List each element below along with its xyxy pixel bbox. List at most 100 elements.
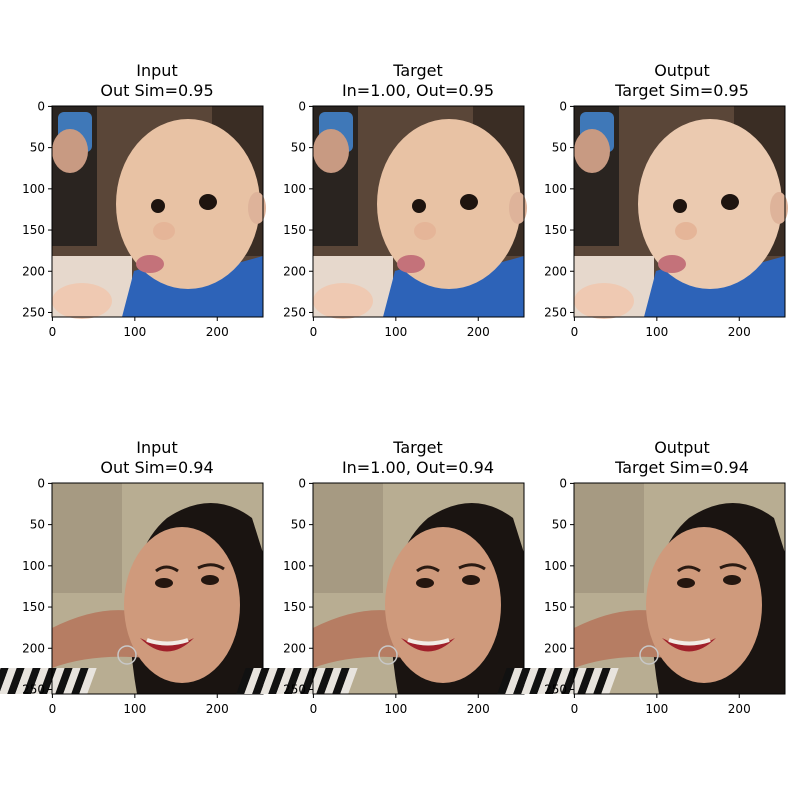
y-tick-label: 200 (283, 641, 306, 655)
nose (675, 222, 697, 240)
x-tick-label: 200 (206, 702, 229, 716)
y-tick-label: 150 (283, 600, 306, 614)
y-tick-label: 50 (552, 141, 567, 155)
panel-title: Output Target Sim=0.95 (615, 61, 749, 100)
eyebrow-left (155, 565, 179, 573)
baby-photo (52, 106, 266, 319)
y-tick-label: 0 (37, 476, 45, 490)
hand (52, 129, 88, 173)
arm (574, 610, 669, 668)
x-tick-label: 200 (467, 325, 490, 339)
eye-right (199, 194, 217, 210)
axes-frame (573, 105, 786, 318)
woman-face (646, 527, 762, 683)
y-tick-label: 250 (283, 682, 306, 696)
baby-photo (574, 106, 788, 319)
y-tick-label: 250 (22, 682, 45, 696)
image-panel: 0 50 100 150 200 250 0 100 200 (0, 476, 264, 716)
woman-target-image: 0 50 100 150 200 250 0 100 200 (236, 476, 525, 716)
x-tick-label: 0 (310, 702, 318, 716)
y-tick-label: 250 (283, 305, 306, 319)
eyebrow-left (416, 565, 440, 573)
axes: 0 50 100 150 200 250 0 100 200 (22, 476, 264, 716)
earring (639, 645, 659, 665)
y-tick-label: 50 (291, 141, 306, 155)
y-tick-label: 250 (544, 305, 567, 319)
panel-title: Output Target Sim=0.94 (615, 438, 749, 477)
smile (401, 638, 455, 652)
x-tick-label: 0 (49, 702, 57, 716)
y-tick-label: 200 (544, 641, 567, 655)
y-tick-label: 150 (22, 600, 45, 614)
wall-texture (52, 483, 122, 593)
y-tick-label: 200 (22, 264, 45, 278)
x-tick-label: 100 (384, 325, 407, 339)
woman-input-image: 0 50 100 150 200 250 0 100 200 (0, 476, 264, 716)
eye-left (677, 578, 695, 588)
y-tick-label: 0 (559, 99, 567, 113)
y-tick-label: 100 (283, 559, 306, 573)
x-tick-label: 100 (123, 325, 146, 339)
hand (313, 129, 349, 173)
x-tick-label: 100 (645, 702, 668, 716)
image-panel: 0 50 100 150 200 250 0 100 200 (544, 99, 788, 339)
baby-face (116, 119, 260, 289)
x-tick-label: 0 (310, 325, 318, 339)
eye-right (460, 194, 478, 210)
x-tick-label: 100 (645, 325, 668, 339)
arm (574, 283, 634, 319)
arm (313, 610, 408, 668)
eye-left (151, 199, 165, 213)
earring (378, 645, 398, 665)
y-tick-label: 100 (22, 182, 45, 196)
eyebrow-right (719, 563, 747, 571)
axes-frame (51, 482, 264, 695)
x-tick-label: 200 (728, 325, 751, 339)
y-tick-label: 0 (559, 476, 567, 490)
hand (574, 129, 610, 173)
woman-face (385, 527, 501, 683)
mouth (658, 255, 686, 273)
y-tick-label: 150 (22, 223, 45, 237)
image-panel: 0 50 100 150 200 250 0 100 200 (22, 99, 266, 339)
y-tick-label: 250 (22, 305, 45, 319)
y-tick-label: 200 (283, 264, 306, 278)
woman-photo (0, 483, 263, 694)
teeth (668, 638, 711, 646)
baby-output-image: 0 50 100 150 200 250 0 100 200 (544, 99, 788, 339)
teeth (146, 638, 189, 646)
baby-input-image: 0 50 100 150 200 250 0 100 200 (22, 99, 266, 339)
panel-title: Target In=1.00, Out=0.95 (341, 61, 495, 100)
x-tick-label: 200 (728, 702, 751, 716)
y-tick-label: 150 (544, 223, 567, 237)
axes-frame (312, 482, 525, 695)
y-tick-label: 100 (22, 559, 45, 573)
image-panel: 0 50 100 150 200 250 0 100 200 (236, 476, 525, 716)
panel-title: Target In=1.00, Out=0.94 (341, 438, 495, 477)
eye-right (462, 575, 480, 585)
image-panel: 0 50 100 150 200 250 0 100 200 (497, 476, 786, 716)
y-tick-label: 0 (37, 99, 45, 113)
arm (52, 283, 112, 319)
baby-face (377, 119, 521, 289)
baby-face (638, 119, 782, 289)
y-tick-label: 50 (552, 518, 567, 532)
baby-target-image: 0 50 100 150 200 250 0 100 200 (283, 99, 527, 339)
x-tick-label: 100 (384, 702, 407, 716)
eye-right (721, 194, 739, 210)
y-tick-label: 100 (544, 182, 567, 196)
image-panel: 0 50 100 150 200 250 0 100 200 (283, 99, 527, 339)
y-tick-label: 150 (544, 600, 567, 614)
axes: 0 50 100 150 200 250 0 100 200 (544, 99, 786, 339)
axes-frame (573, 482, 786, 695)
smile (662, 638, 716, 652)
smile (140, 638, 194, 652)
x-tick-label: 0 (571, 702, 579, 716)
woman-photo (497, 483, 785, 694)
ear (509, 192, 527, 224)
axes: 0 50 100 150 200 250 0 100 200 (544, 476, 786, 716)
panel-title: Input Out Sim=0.95 (100, 61, 214, 100)
axes: 0 50 100 150 200 250 0 100 200 (283, 476, 525, 716)
ear (248, 192, 266, 224)
woman-output-image: 0 50 100 150 200 250 0 100 200 (497, 476, 786, 716)
